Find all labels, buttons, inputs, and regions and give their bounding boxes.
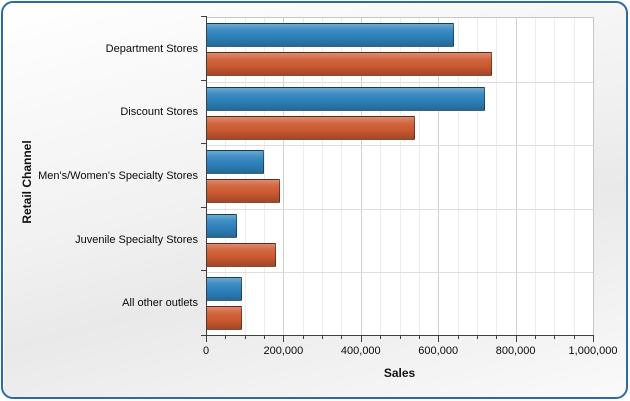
x-axis-minor-tick [457,336,459,339]
category-label: Men's/Women's Specialty Stores [38,170,198,182]
category-label: Department Stores [105,42,198,55]
minor-gridline [322,18,324,336]
minor-gridline [554,18,556,336]
category-separator-line [206,81,593,83]
minor-gridline [496,18,498,336]
x-axis-minor-tick [554,336,556,339]
y-axis-tick [201,206,206,208]
minor-gridline [380,18,382,336]
x-axis-minor-tick [264,336,266,339]
x-axis-minor-tick [380,336,382,339]
x-axis-major-tick [283,336,285,342]
y-axis-tick [201,79,206,81]
x-axis-tick-label: 800,000 [495,345,536,357]
y-axis-tick [201,270,206,272]
x-axis-major-tick [438,336,440,342]
major-gridline [438,18,440,336]
major-gridline [515,18,517,336]
y-axis-line [206,16,207,336]
bar-series-2-orange-men-s-women-s-specialty-stores[interactable] [206,179,280,204]
x-axis-minor-tick [476,336,478,339]
bar-series-2-orange-all-other-outlets[interactable] [206,306,242,331]
x-axis-minor-tick [496,336,498,339]
x-axis-major-tick [206,336,207,342]
bar-series-2-orange-discount-stores[interactable] [206,115,415,140]
x-axis-tick-label: 0 [202,345,210,357]
x-axis-major-tick [515,336,517,342]
minor-gridline [225,18,227,336]
minor-gridline [534,18,536,336]
minor-gridline [264,18,265,336]
y-axis-tick [201,143,206,145]
x-axis-title: Sales [383,366,416,380]
bar-series-2-orange-department-stores[interactable] [206,52,493,76]
x-axis-tick-label: 600,000 [418,345,459,357]
minor-gridline [476,18,478,336]
major-gridline [283,18,285,336]
x-axis-minor-tick [302,336,304,339]
x-axis-minor-tick [244,336,246,339]
x-axis-minor-tick [573,336,575,339]
minor-gridline [399,18,401,336]
minor-gridline [244,18,246,336]
category-label: All other outlets [122,297,198,310]
x-axis-tick-label: 400,000 [340,345,381,357]
bar-series-2-orange-juvenile-specialty-stores[interactable] [206,242,276,267]
x-axis-tick-label: 200,000 [263,345,304,357]
major-gridline [360,18,362,336]
x-axis-major-tick [593,336,594,342]
x-axis-minor-tick [418,336,420,339]
bar-series-1-blue-all-other-outlets[interactable] [206,277,242,302]
x-axis-major-tick [360,336,362,342]
minor-gridline [341,18,343,336]
plot-area [206,17,594,336]
bar-series-1-blue-discount-stores[interactable] [206,86,485,111]
category-label: Juvenile Specialty Stores [75,233,198,246]
minor-gridline [457,18,459,336]
minor-gridline [573,18,575,336]
y-axis-tick [201,335,206,336]
category-separator-line [206,272,593,274]
x-axis-minor-tick [322,336,324,339]
x-axis-line [202,335,594,336]
bar-series-1-blue-department-stores[interactable] [206,23,454,47]
minor-gridline [418,18,420,336]
bar-series-1-blue-juvenile-specialty-stores[interactable] [206,213,237,238]
x-axis-minor-tick [535,336,536,339]
bar-series-1-blue-men-s-women-s-specialty-stores[interactable] [206,150,264,175]
x-axis-minor-tick [225,336,227,339]
category-label: Discount Stores [120,106,198,119]
x-axis-minor-tick [341,336,343,339]
category-separator-line [206,208,593,210]
minor-gridline [302,18,304,336]
x-axis-tick-label: 1,000,000 [568,345,618,357]
category-separator-line [206,145,593,147]
y-axis-tick [201,16,206,17]
x-axis-minor-tick [399,336,401,339]
